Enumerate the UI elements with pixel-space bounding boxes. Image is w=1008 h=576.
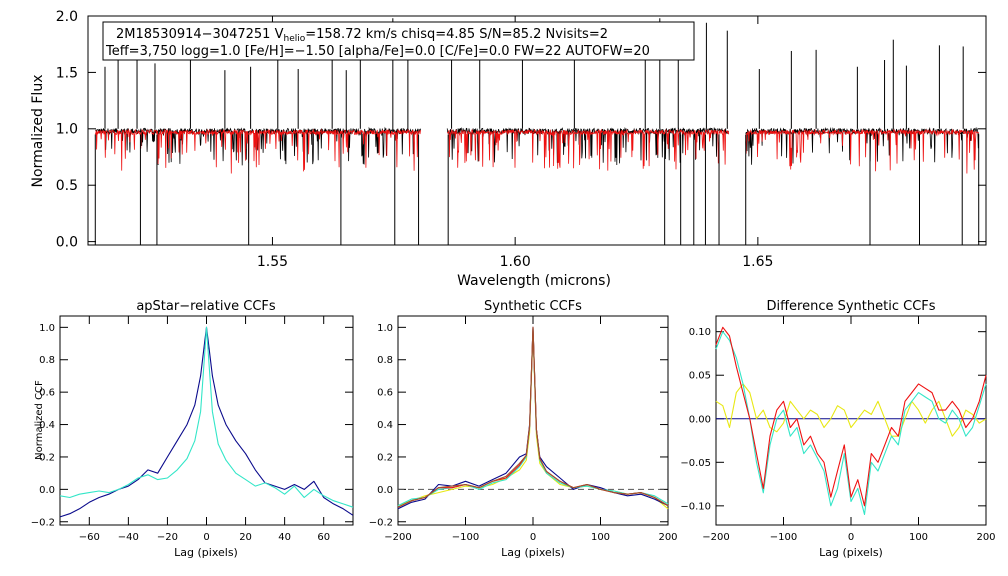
ccf3-panel: −200 −100 0 100 200 −0.10 −0.05 0.00 0.05 0.10 Di… <box>680 299 995 559</box>
spectrum-ylabel: Normalized Flux <box>30 75 46 188</box>
annotation-helio-sub: helio <box>283 34 305 44</box>
ccf3-ytick-label: 0.10 <box>689 327 711 338</box>
ccf1-title: apStar−relative CCFs <box>136 299 276 314</box>
ccf1-lines <box>59 326 354 518</box>
ccf3-ytick-label: 0.00 <box>689 414 711 425</box>
ccf3-title: Difference Synthetic CCFs <box>766 299 935 314</box>
ccf1-xtick-label: 60 <box>317 532 330 543</box>
ccf3-xtick-label: 0 <box>848 532 854 543</box>
ccf1-ytick-label: 1.0 <box>39 323 55 334</box>
ccf3-ticks: −200 −100 0 100 200 −0.10 −0.05 0.00 0.05 0.10 <box>680 316 996 543</box>
ccf1-xtick-label: −20 <box>157 532 178 543</box>
spectrum-ytick-label: 1.0 <box>56 122 78 138</box>
spectrum-xtick-label: 1.60 <box>500 254 531 270</box>
ccf2-ytick-label: 0.6 <box>377 388 393 399</box>
ccf1-xtick-label: −40 <box>118 532 139 543</box>
spectrum-ticks: 1.55 1.60 1.65 0.0 0.5 1.0 1.5 2.0 <box>56 9 986 270</box>
ccf2-ytick-label: 0.2 <box>377 452 393 463</box>
ccf3-xtick-label: −200 <box>702 532 729 543</box>
ccf2-ytick-label: −0.2 <box>369 517 393 528</box>
spectrum-model-chip-1 <box>94 128 421 174</box>
spectrum-xlabel: Wavelength (microns) <box>457 273 611 289</box>
ccf1-ytick-label: 0.4 <box>39 420 55 431</box>
ccf2-xlabel: Lag (pixels) <box>501 546 565 559</box>
ccf3-lines <box>715 326 987 516</box>
ccf3-series-diff_cyan <box>715 331 987 516</box>
ccf1-xlabel: Lag (pixels) <box>174 546 238 559</box>
annotation-line2: Teff=3,750 logg=1.0 [Fe/H]=−1.50 [alpha/… <box>105 44 650 59</box>
ccf2-lines <box>397 326 669 510</box>
spectrum-xtick-label: 1.55 <box>257 254 288 270</box>
ccf1-ytick-label: −0.2 <box>31 517 55 528</box>
spectrum-ytick-label: 0.5 <box>56 178 78 194</box>
ccf2-title: Synthetic CCFs <box>484 299 582 314</box>
ccf3-xlabel: Lag (pixels) <box>819 546 883 559</box>
ccf2-panel: −200 −100 0 100 200 −0.2 0.0 0.2 0.4 0.6 0.8 1.0 Sy… <box>369 299 678 559</box>
ccf2-xtick-label: 200 <box>658 532 677 543</box>
annotation-box <box>102 21 695 61</box>
ccf1-series-ccf_b <box>59 326 354 508</box>
spectrum-frame <box>87 15 987 246</box>
ccf3-xtick-label: 100 <box>909 532 928 543</box>
annotation-line1: 2M18530914−3047251 Vhelio=158.72 km/s ch… <box>116 27 608 44</box>
ccf1-xtick-label: −60 <box>79 532 100 543</box>
ccf1-panel: −60 −40 −20 0 20 40 60 −0.2 0.0 0.2 0.4 0.6 0.8 1.0 a… <box>31 299 354 559</box>
spectrum-ytick-label: 1.5 <box>56 65 78 81</box>
ccf3-series-diff_red <box>715 326 987 507</box>
annotation-stats: =158.72 km/s chisq=4.85 S/N=85.2 Nvisits… <box>305 27 608 42</box>
ccf2-series-ccf_navy <box>397 326 669 510</box>
spectrum-ytick-label: 2.0 <box>56 9 78 25</box>
ccf1-ytick-label: 0.0 <box>39 485 55 496</box>
ccf2-ytick-label: 1.0 <box>377 323 393 334</box>
ccf1-ytick-label: 0.8 <box>39 355 55 366</box>
ccf3-xtick-label: −100 <box>770 532 797 543</box>
ccf2-xtick-label: −100 <box>452 532 479 543</box>
ccf1-ytick-label: 0.6 <box>39 388 55 399</box>
ccf2-series-ccf_yellow <box>397 330 669 510</box>
ccf3-ytick-label: 0.05 <box>689 371 711 382</box>
ccf2-ytick-label: 0.4 <box>377 420 393 431</box>
ccf1-series-ccf_a <box>59 326 354 518</box>
spectrum-panel: 1.55 1.60 1.65 0.0 0.5 1.0 1.5 2.0 Wavelength (… <box>30 9 987 289</box>
ccf1-xtick-label: 20 <box>239 532 252 543</box>
spectrum-ytick-label: 0.0 <box>56 235 78 251</box>
spectrum-model-chip-2 <box>446 128 730 171</box>
ccf2-xtick-label: −200 <box>384 532 411 543</box>
ccf1-ticks: −60 −40 −20 0 20 40 60 −0.2 0.0 0.2 0.4 0.6 0.8 1.0 <box>31 316 353 543</box>
ccf2-series-ccf_red <box>397 326 669 508</box>
ccf2-ticks: −200 −100 0 100 200 −0.2 0.0 0.2 0.4 0.6 0.8 1.0 <box>369 316 678 543</box>
annotation-star-id: 2M18530914−3047251 V <box>116 27 284 42</box>
ccf2-ytick-label: 0.0 <box>377 485 393 496</box>
ccf1-xtick-label: 40 <box>278 532 291 543</box>
ccf1-ylabel: Normalized CCF <box>34 380 45 460</box>
ccf3-series-diff_yellow <box>715 383 987 437</box>
ccf2-xtick-label: 100 <box>591 532 610 543</box>
ccf2-xtick-label: 0 <box>530 532 536 543</box>
spectrum-xtick-label: 1.65 <box>742 254 773 270</box>
ccf3-xtick-label: 200 <box>976 532 995 543</box>
ccf2-series-ccf_cyan <box>397 328 669 507</box>
ccf2-ytick-label: 0.8 <box>377 355 393 366</box>
spectrum-model-chip-3 <box>745 128 980 174</box>
ccf1-ytick-label: 0.2 <box>39 452 55 463</box>
ccf1-xtick-label: 0 <box>203 532 209 543</box>
ccf3-ytick-label: −0.10 <box>680 501 711 512</box>
ccf3-ytick-label: −0.05 <box>680 458 711 469</box>
ccf2-series-ccf_brown <box>397 326 669 508</box>
